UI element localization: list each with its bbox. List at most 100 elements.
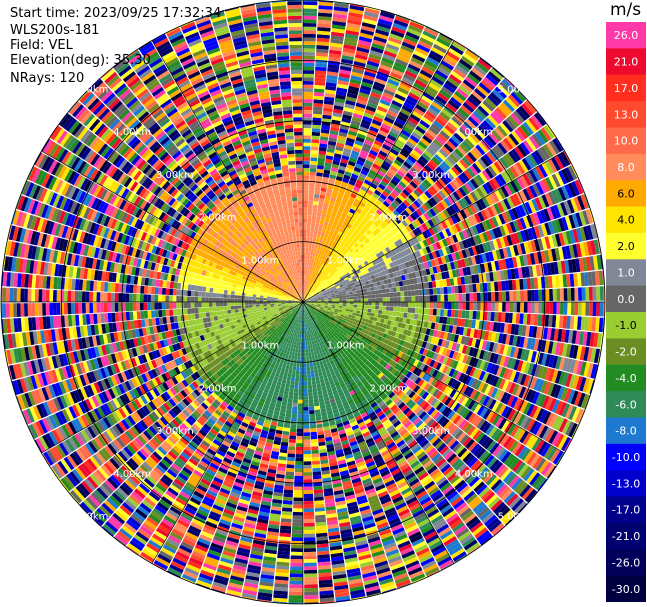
ppi-gate (440, 294, 445, 302)
ppi-gate (329, 231, 334, 236)
ppi-gate (388, 106, 400, 115)
ppi-gate (306, 284, 308, 288)
ppi-gate (334, 259, 340, 265)
ppi-gate (396, 183, 405, 192)
ppi-gate (315, 219, 320, 224)
ppi-gate (321, 276, 325, 281)
ppi-gate (318, 150, 327, 156)
ppi-gate (440, 309, 445, 317)
ppi-gate (495, 107, 507, 120)
ppi-gate (376, 25, 391, 33)
ppi-gate (326, 226, 332, 231)
ppi-gate (322, 206, 328, 211)
ppi-gate (319, 194, 326, 200)
ppi-gate (315, 253, 319, 258)
ppi-gate (316, 282, 320, 286)
ppi-gate (313, 248, 317, 253)
ppi-gate (430, 141, 441, 151)
ppi-gate (315, 276, 319, 281)
ppi-gate (407, 137, 418, 147)
ppi-gate (333, 268, 338, 273)
ppi-gate (477, 58, 492, 71)
ppi-gate (355, 195, 363, 202)
ppi-gate (556, 302, 561, 315)
ppi-gate (308, 281, 311, 286)
ppi-gate (391, 145, 402, 153)
ppi-gate (462, 79, 476, 91)
ppi-gate (435, 117, 446, 127)
ppi-gate (333, 10, 348, 16)
ppi-gate (332, 160, 340, 166)
ppi-gate (335, 225, 341, 231)
ppi-gate (467, 73, 480, 85)
ppi-gate (303, 378, 308, 382)
ppi-gate (440, 60, 454, 71)
ppi-gate (401, 76, 414, 86)
ppi-gate (353, 296, 358, 300)
ppi-gate (303, 182, 309, 187)
ppi-gate (339, 254, 344, 259)
ppi-gate (367, 247, 374, 253)
ppi-gate (377, 313, 382, 319)
ppi-gate (313, 197, 319, 202)
ppi-gate (312, 279, 316, 284)
ppi-gate (472, 130, 483, 142)
ppi-gate (366, 189, 374, 196)
ppi-gate (371, 179, 380, 187)
ppi-gate (310, 263, 314, 267)
ppi-gate (424, 59, 438, 70)
ppi-gate (348, 130, 358, 137)
ppi-gate (366, 220, 373, 227)
ppi-gate (492, 89, 505, 102)
ppi-gate (326, 148, 335, 153)
ppi-gate (350, 75, 363, 82)
ppi-gate (436, 287, 441, 295)
ppi-gate (426, 85, 439, 95)
ppi-gate (389, 222, 396, 229)
ppi-gate (377, 196, 385, 204)
ppi-gate (314, 405, 320, 411)
ppi-gate (502, 99, 515, 112)
ppi-gate (305, 255, 308, 259)
ppi-gate (303, 95, 313, 100)
ppi-gate (361, 22, 376, 29)
ppi-gate (331, 298, 336, 301)
ppi-gate (326, 74, 338, 80)
ppi-gate (325, 82, 337, 88)
ppi-gate (397, 194, 406, 202)
ppi-gate (307, 215, 312, 220)
ppi-gate (338, 244, 344, 250)
ppi-gate (307, 384, 313, 389)
ppi-gate (329, 133, 338, 139)
ppi-gate (338, 295, 343, 299)
ppi-gate (413, 200, 421, 208)
ppi-gate (407, 169, 417, 178)
ppi-gate (343, 44, 357, 51)
ppi-gate (406, 120, 417, 129)
ppi-gate (354, 57, 367, 64)
ppi-gate (311, 244, 315, 249)
ppi-gate (389, 306, 394, 312)
ppi-gate (313, 260, 317, 264)
ppi-gate (318, 227, 323, 232)
ppi-gate (401, 41, 416, 50)
ppi-gate (309, 266, 313, 271)
ppi-gate (381, 314, 386, 319)
ppi-gate (486, 151, 496, 163)
ppi-gate (344, 248, 349, 254)
ppi-gate (305, 280, 308, 285)
ppi-gate (356, 245, 362, 251)
ppi-gate (457, 174, 467, 185)
ppi-gate (314, 291, 319, 295)
ppi-gate (341, 58, 354, 65)
ppi-gate (309, 290, 313, 294)
ppi-gate (347, 211, 354, 218)
ppi-gate (308, 285, 311, 289)
ppi-gate (469, 70, 483, 82)
ppi-gate (312, 113, 322, 119)
ppi-gate (396, 114, 408, 123)
ppi-gate (424, 164, 434, 174)
ppi-gate (433, 302, 438, 309)
ppi-gate (339, 128, 349, 134)
ppi-gate (312, 283, 316, 288)
